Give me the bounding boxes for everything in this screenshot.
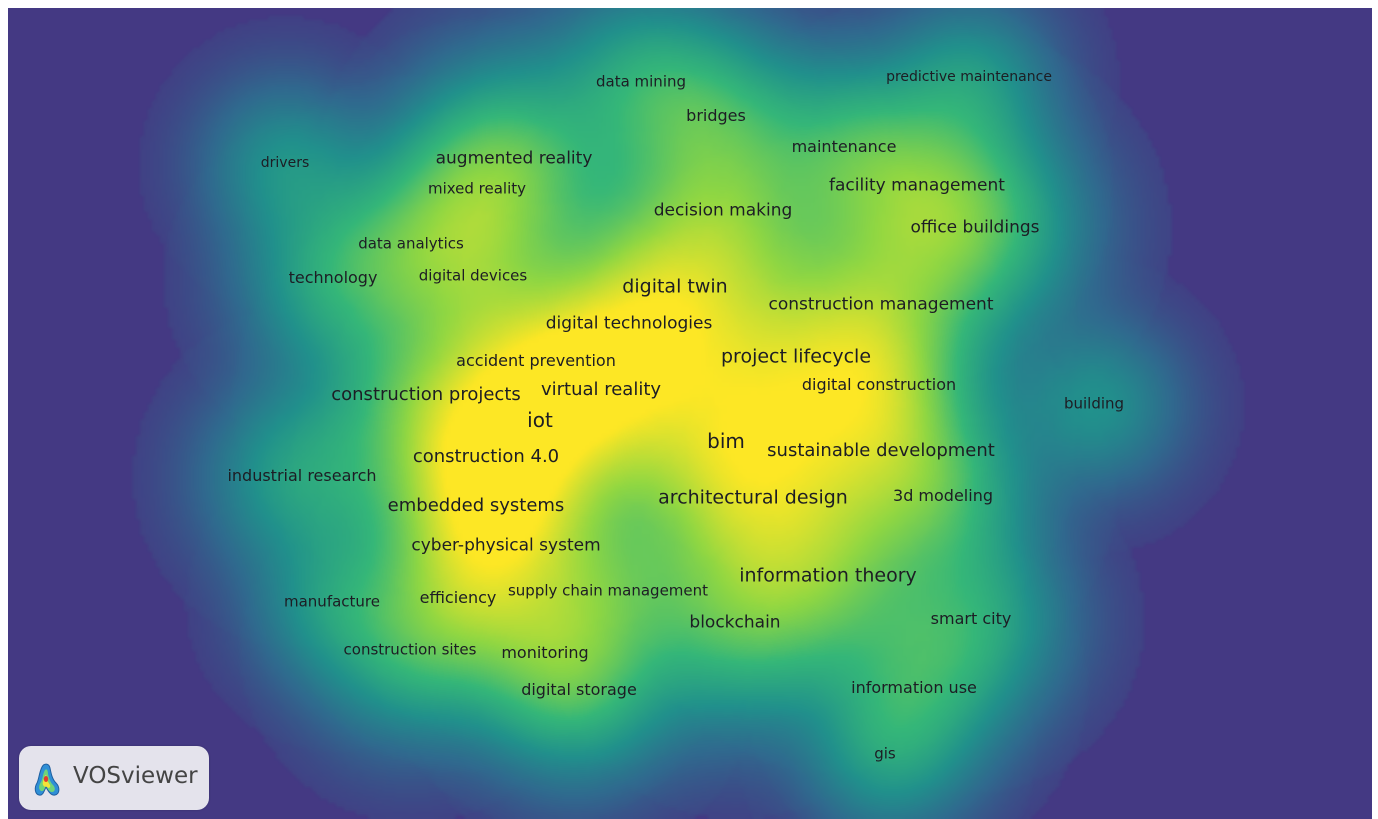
keyword-label[interactable]: iot	[527, 408, 553, 432]
keyword-label[interactable]: project lifecycle	[720, 345, 872, 368]
keyword-label[interactable]: gis	[874, 744, 896, 763]
brand-name: VOSviewer	[73, 763, 198, 789]
keyword-label[interactable]: digital storage	[521, 680, 637, 699]
keyword-label[interactable]: mixed reality	[427, 179, 527, 198]
keyword-label[interactable]: smart city	[930, 609, 1012, 628]
keyword-label[interactable]: accident prevention	[456, 351, 616, 370]
keyword-label[interactable]: architectural design	[658, 486, 848, 509]
keyword-label[interactable]: data mining	[595, 72, 687, 91]
density-map[interactable]: data mining predictive maintenance bridg…	[8, 8, 1372, 819]
keyword-label[interactable]: industrial research	[227, 466, 377, 485]
keyword-label[interactable]: construction projects	[331, 384, 521, 405]
keyword-label[interactable]: technology	[288, 268, 378, 287]
keyword-label[interactable]: manufacture	[284, 592, 380, 611]
keyword-label[interactable]: 3d modeling	[893, 486, 993, 505]
keyword-label[interactable]: augmented reality	[435, 148, 593, 169]
keyword-label[interactable]: construction 4.0	[412, 446, 560, 467]
keyword-label[interactable]: facility management	[829, 175, 1005, 196]
density-heatmap	[8, 8, 1372, 819]
vosviewer-badge[interactable]: VOSviewer	[19, 746, 209, 810]
keyword-label[interactable]: digital construction	[801, 375, 957, 394]
keyword-label[interactable]: monitoring	[501, 643, 589, 662]
keyword-label[interactable]: office buildings	[910, 217, 1040, 238]
keyword-label[interactable]: digital technologies	[545, 313, 713, 334]
keyword-label[interactable]: blockchain	[689, 612, 781, 633]
keyword-label[interactable]: drivers	[260, 155, 310, 171]
keyword-label[interactable]: embedded systems	[387, 495, 565, 516]
keyword-label[interactable]: supply chain management	[507, 581, 709, 600]
keyword-label[interactable]: predictive maintenance	[886, 69, 1052, 85]
keyword-label[interactable]: data analytics	[358, 234, 464, 253]
keyword-label[interactable]: bridges	[686, 106, 746, 125]
keyword-label[interactable]: construction management	[768, 294, 994, 315]
keyword-label[interactable]: information use	[851, 678, 977, 697]
keyword-label[interactable]: digital twin	[622, 275, 728, 298]
keyword-label[interactable]: decision making	[653, 200, 793, 221]
keyword-label[interactable]: bim	[707, 429, 745, 453]
keyword-label[interactable]: sustainable development	[767, 440, 995, 461]
keyword-label[interactable]: digital devices	[418, 266, 528, 285]
keyword-label[interactable]: information theory	[739, 564, 917, 587]
keyword-label[interactable]: construction sites	[343, 640, 477, 659]
keyword-label[interactable]: maintenance	[791, 137, 897, 156]
keyword-label[interactable]: building	[1063, 394, 1125, 413]
vosviewer-logo-icon	[34, 763, 60, 796]
keyword-label[interactable]: efficiency	[419, 588, 497, 607]
keyword-label[interactable]: cyber-physical system	[411, 535, 601, 556]
keyword-label[interactable]: virtual reality	[540, 379, 662, 400]
